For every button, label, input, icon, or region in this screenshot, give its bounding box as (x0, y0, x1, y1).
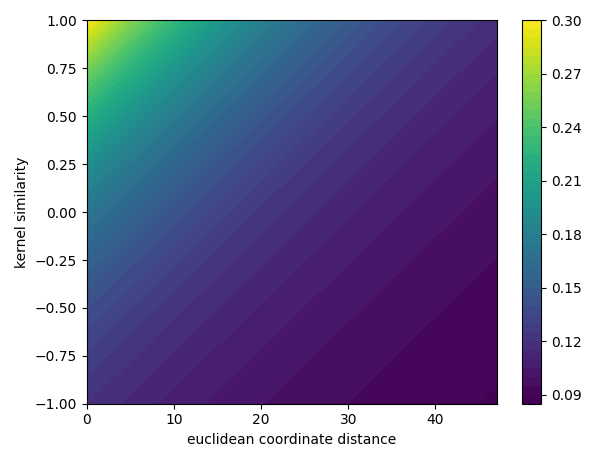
X-axis label: euclidean coordinate distance: euclidean coordinate distance (187, 433, 396, 447)
Y-axis label: kernel similarity: kernel similarity (15, 157, 29, 268)
